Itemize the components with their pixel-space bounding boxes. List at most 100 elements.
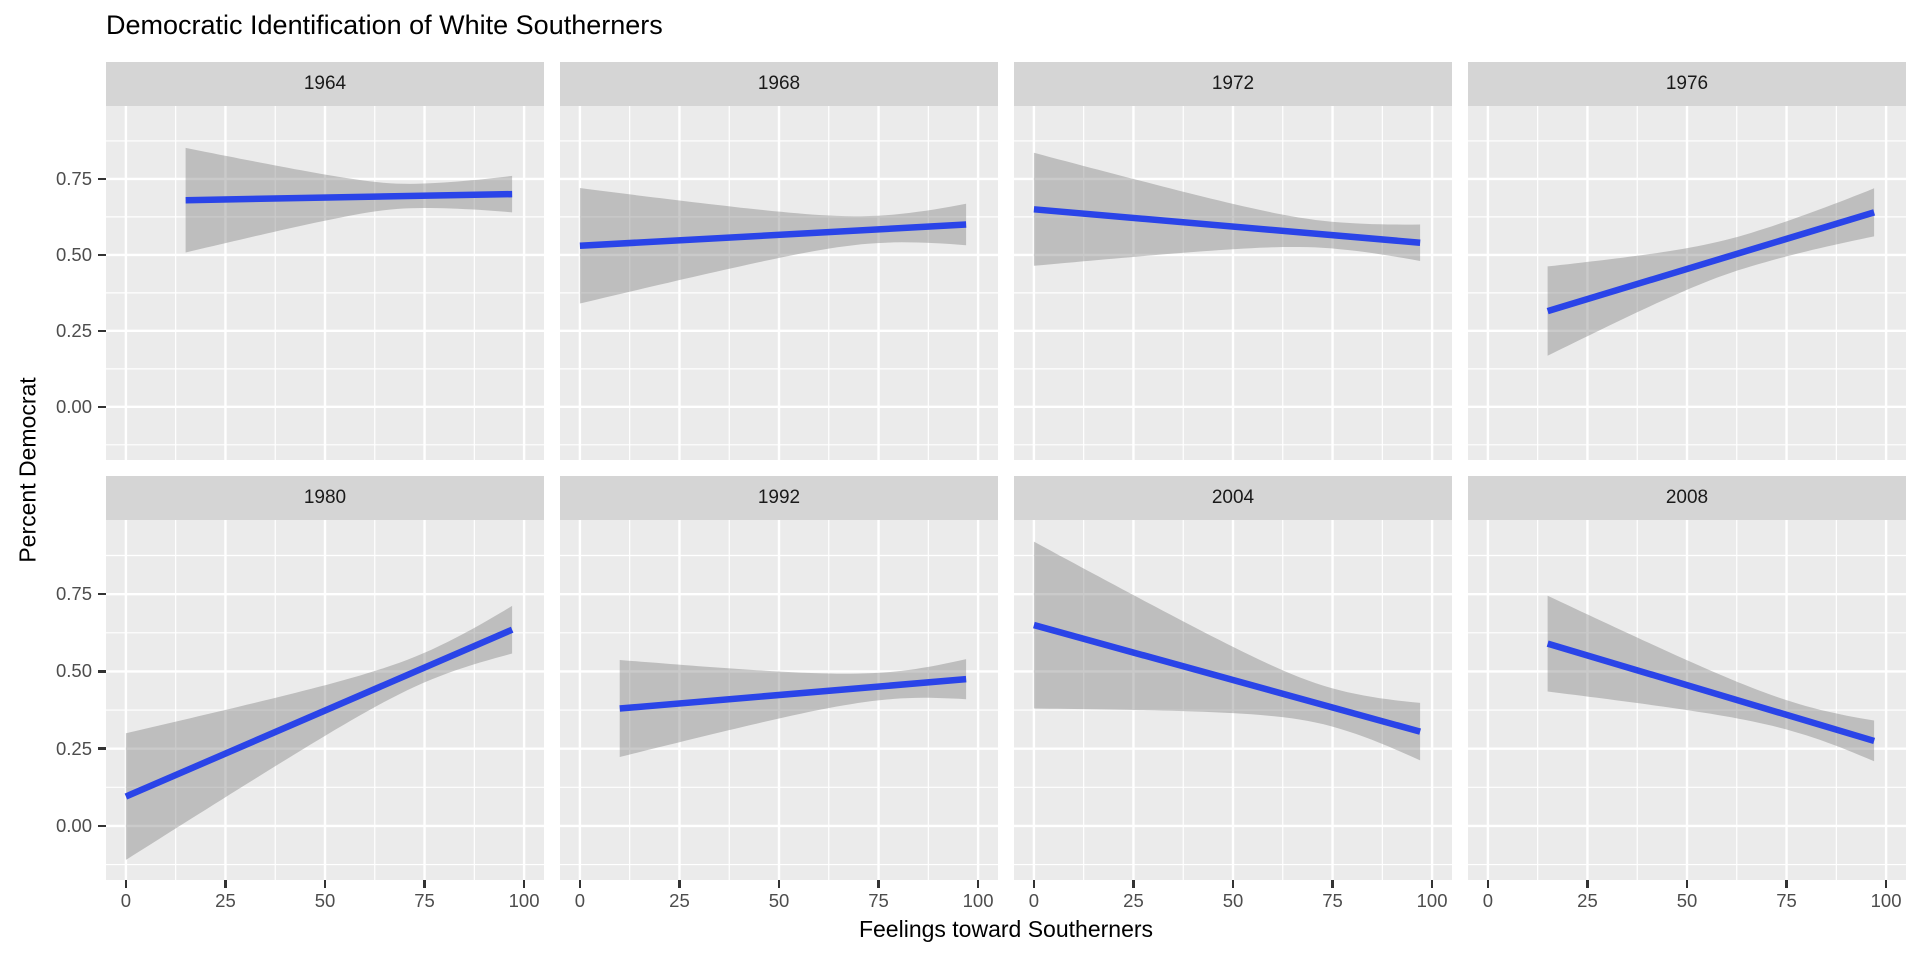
panel-canvas-1968 [560,106,998,460]
facet-strip-label: 2004 [1211,487,1255,508]
facet-strip-1980: 1980 [106,476,544,520]
x-tick-mark [522,880,526,888]
facet-panel-1964 [106,106,544,460]
facet-strip-1964: 1964 [106,62,544,106]
x-tick-label: 25 [669,890,690,911]
facet-panel-1968 [560,106,998,460]
facet-strip-2004: 2004 [1014,476,1452,520]
y-tick-mark [98,670,106,673]
facet-strip-label: 1980 [303,487,347,508]
x-axis-title: Feelings toward Southerners [858,916,1154,942]
y-tick-label: 0.75 [55,583,92,605]
x-tick-label: 100 [962,890,994,911]
y-tick-label: 0.25 [55,319,92,341]
x-tick-mark [777,880,781,888]
panel-canvas-1980 [106,520,544,880]
y-tick-label: 0.00 [55,395,92,417]
x-tick-mark [124,880,128,888]
x-tick-label: 0 [1028,890,1040,911]
x-tick-label: 100 [1870,890,1902,911]
x-tick-mark [1586,880,1589,888]
y-tick-label: 0.00 [55,814,92,836]
facet-panel-1976 [1468,106,1906,460]
trend-line [579,221,967,250]
x-tick-label: 0 [574,890,586,911]
y-tick-mark [98,405,106,408]
ci-band [1547,188,1875,356]
x-tick-label: 100 [508,890,540,911]
x-tick-mark [578,880,582,888]
x-tick-mark [877,880,880,888]
y-tick-mark [98,824,106,828]
x-tick-mark [1132,880,1135,888]
x-tick-label: 50 [314,890,336,911]
trend-line [185,190,513,204]
x-tick-mark [323,880,327,888]
panel-canvas-1964 [106,106,544,460]
y-tick-label: 0.75 [55,167,92,189]
x-tick-label: 50 [768,890,790,911]
x-tick-mark [1884,880,1888,888]
facet-strip-label: 1976 [1665,73,1709,94]
x-tick-mark [423,880,426,888]
ci-band [619,659,967,757]
facet-strip-label: 1992 [757,487,801,508]
trend-line [1546,640,1876,745]
facet-strip-1968: 1968 [560,62,998,106]
y-tick-mark [98,329,106,333]
x-tick-label: 100 [1416,890,1448,911]
x-tick-mark [1430,880,1434,888]
trend-line [1033,206,1421,246]
x-tick-mark [678,880,681,888]
x-tick-label: 50 [1676,890,1698,911]
facet-panel-1972 [1014,106,1452,460]
facet-strip-1972: 1972 [1014,62,1452,106]
x-tick-label: 0 [1482,890,1494,911]
x-tick-label: 0 [120,890,132,911]
trend-line [1033,621,1422,735]
x-tick-mark [1785,880,1788,888]
facet-panel-1992 [560,520,998,880]
facet-panel-2008 [1468,520,1906,880]
x-tick-label: 75 [868,890,889,911]
panel-canvas-1976 [1468,106,1906,460]
y-tick-mark [98,592,106,596]
panel-canvas-2004 [1014,520,1452,880]
ci-band [1547,595,1875,762]
panel-canvas-1992 [560,520,998,880]
facet-panel-1980 [106,520,544,880]
facet-strip-label: 1964 [303,73,347,94]
x-tick-mark [1032,880,1036,888]
ci-band [125,605,513,860]
y-tick-label: 0.50 [55,243,92,265]
chart-title: Democratic Identification of White South… [106,10,663,40]
facet-strip-1992: 1992 [560,476,998,520]
x-tick-mark [224,880,227,888]
x-tick-label: 75 [1322,890,1343,911]
facet-panel-2004 [1014,520,1452,880]
y-tick-mark [98,747,106,750]
trend-line [619,675,967,712]
y-tick-mark [98,177,106,181]
ci-band [579,188,967,304]
facet-strip-1976: 1976 [1468,62,1906,106]
x-tick-label: 25 [215,890,236,911]
trend-line [1546,209,1876,315]
x-tick-label: 75 [1776,890,1797,911]
facet-strip-2008: 2008 [1468,476,1906,520]
x-tick-label: 50 [1222,890,1244,911]
y-tick-label: 0.25 [55,737,92,759]
panel-canvas-1972 [1014,106,1452,460]
x-tick-mark [1331,880,1334,888]
trend-line [124,626,514,800]
x-tick-mark [1486,880,1490,888]
ci-band [1033,541,1421,761]
facet-strip-label: 1968 [757,73,801,94]
x-tick-mark [1685,880,1689,888]
x-tick-label: 25 [1577,890,1598,911]
ci-band [1033,152,1421,266]
panel-canvas-2008 [1468,520,1906,880]
y-tick-mark [98,253,106,257]
x-tick-mark [1231,880,1235,888]
